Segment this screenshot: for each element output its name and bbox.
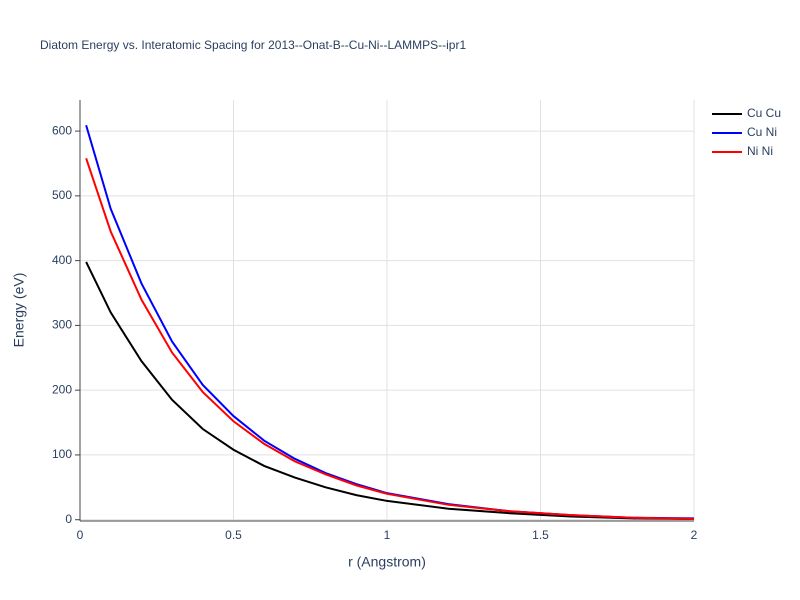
- x-tick-label: 2: [691, 528, 698, 542]
- y-axis-title: Energy (eV): [11, 273, 27, 348]
- y-tick-label: 500: [52, 188, 72, 202]
- chart-title: Diatom Energy vs. Interatomic Spacing fo…: [40, 38, 466, 52]
- x-tick-label: 0: [77, 528, 84, 542]
- y-tick-label: 200: [52, 382, 72, 396]
- y-tick-label: 300: [52, 318, 72, 332]
- legend-label: Cu Cu: [747, 106, 781, 120]
- legend-label: Ni Ni: [747, 144, 773, 158]
- y-tick-label: 600: [52, 123, 72, 137]
- series-line: [85, 157, 695, 521]
- x-tick-label: 1.5: [532, 528, 549, 542]
- series-line: [85, 261, 695, 521]
- y-tick-label: 0: [65, 512, 72, 526]
- x-tick-label: 0.5: [225, 528, 242, 542]
- y-tick-label: 400: [52, 253, 72, 267]
- x-axis-title: r (Angstrom): [348, 554, 426, 570]
- legend-label: Cu Ni: [747, 125, 777, 139]
- y-tick-label: 100: [52, 447, 72, 461]
- x-tick-label: 1: [384, 528, 391, 542]
- series-line: [85, 124, 695, 520]
